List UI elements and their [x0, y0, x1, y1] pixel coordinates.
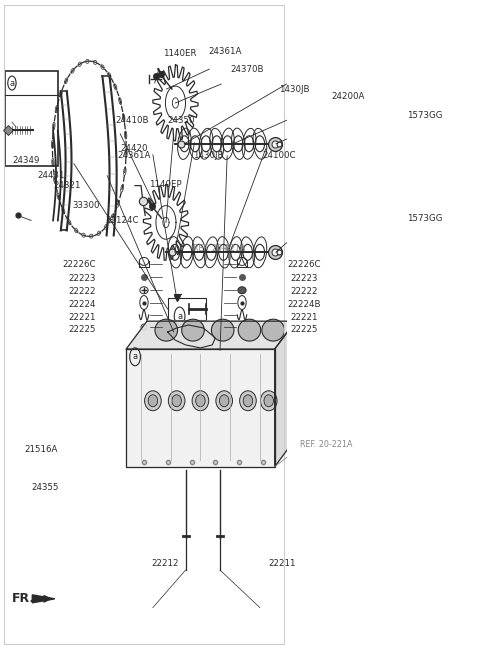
Text: 22211: 22211: [269, 559, 296, 569]
Ellipse shape: [196, 395, 205, 407]
Text: 22223: 22223: [291, 274, 318, 283]
Text: 24349: 24349: [12, 156, 39, 165]
Text: 22226C: 22226C: [62, 260, 96, 269]
Text: 24361A: 24361A: [208, 47, 241, 56]
Text: 22223: 22223: [68, 274, 96, 283]
Ellipse shape: [192, 391, 209, 411]
Text: 1140ER: 1140ER: [163, 49, 196, 58]
Bar: [5, 71, 59, 166]
Ellipse shape: [238, 287, 246, 294]
Ellipse shape: [238, 319, 261, 341]
Ellipse shape: [262, 319, 285, 341]
Polygon shape: [32, 595, 55, 603]
Text: 22221: 22221: [68, 313, 96, 321]
Text: REF. 20-221A: REF. 20-221A: [192, 244, 245, 253]
Text: 22224B: 22224B: [288, 300, 321, 308]
Polygon shape: [126, 349, 275, 467]
Text: 24200A: 24200A: [331, 92, 364, 101]
Text: 24100C: 24100C: [263, 151, 296, 160]
Polygon shape: [126, 321, 296, 349]
Polygon shape: [275, 321, 296, 467]
Text: 22225: 22225: [291, 326, 318, 334]
Text: 22225: 22225: [68, 326, 96, 334]
Text: 24370B: 24370B: [230, 65, 264, 73]
Text: REF. 20-221A: REF. 20-221A: [300, 440, 352, 449]
Text: a: a: [10, 79, 14, 88]
Text: 1573GG: 1573GG: [407, 112, 442, 121]
Text: 1573GG: 1573GG: [407, 214, 442, 223]
Text: 1430JB: 1430JB: [279, 84, 309, 93]
Ellipse shape: [148, 395, 157, 407]
Text: 22222: 22222: [68, 287, 96, 296]
Ellipse shape: [216, 391, 232, 411]
Ellipse shape: [264, 395, 274, 407]
Ellipse shape: [172, 395, 181, 407]
Text: 24321: 24321: [54, 181, 81, 190]
Text: FR.: FR.: [12, 593, 35, 606]
Text: 1430JB: 1430JB: [192, 151, 223, 160]
Polygon shape: [168, 325, 215, 348]
Text: 22212: 22212: [152, 559, 179, 569]
Ellipse shape: [261, 391, 277, 411]
Ellipse shape: [144, 391, 161, 411]
Text: 22222: 22222: [291, 287, 318, 296]
Text: 24410B: 24410B: [116, 116, 149, 125]
Ellipse shape: [240, 391, 256, 411]
Text: 24361A: 24361A: [117, 151, 151, 160]
Text: 22124C: 22124C: [105, 216, 139, 225]
Text: 22224: 22224: [68, 300, 96, 308]
Ellipse shape: [168, 391, 185, 411]
Text: 1140EP: 1140EP: [149, 180, 181, 189]
Text: 24431: 24431: [37, 171, 64, 180]
Text: 24350: 24350: [168, 116, 195, 125]
Ellipse shape: [182, 319, 204, 341]
Text: 33300: 33300: [72, 201, 100, 210]
Ellipse shape: [155, 319, 178, 341]
Ellipse shape: [219, 395, 229, 407]
Text: 21516A: 21516A: [24, 445, 57, 454]
Text: 24420: 24420: [120, 144, 148, 153]
Ellipse shape: [211, 319, 234, 341]
Text: a: a: [132, 352, 138, 361]
Text: 24355: 24355: [31, 483, 59, 492]
Text: 22221: 22221: [291, 313, 318, 321]
Ellipse shape: [243, 395, 252, 407]
Text: a: a: [177, 312, 182, 321]
Text: 22226C: 22226C: [288, 260, 321, 269]
